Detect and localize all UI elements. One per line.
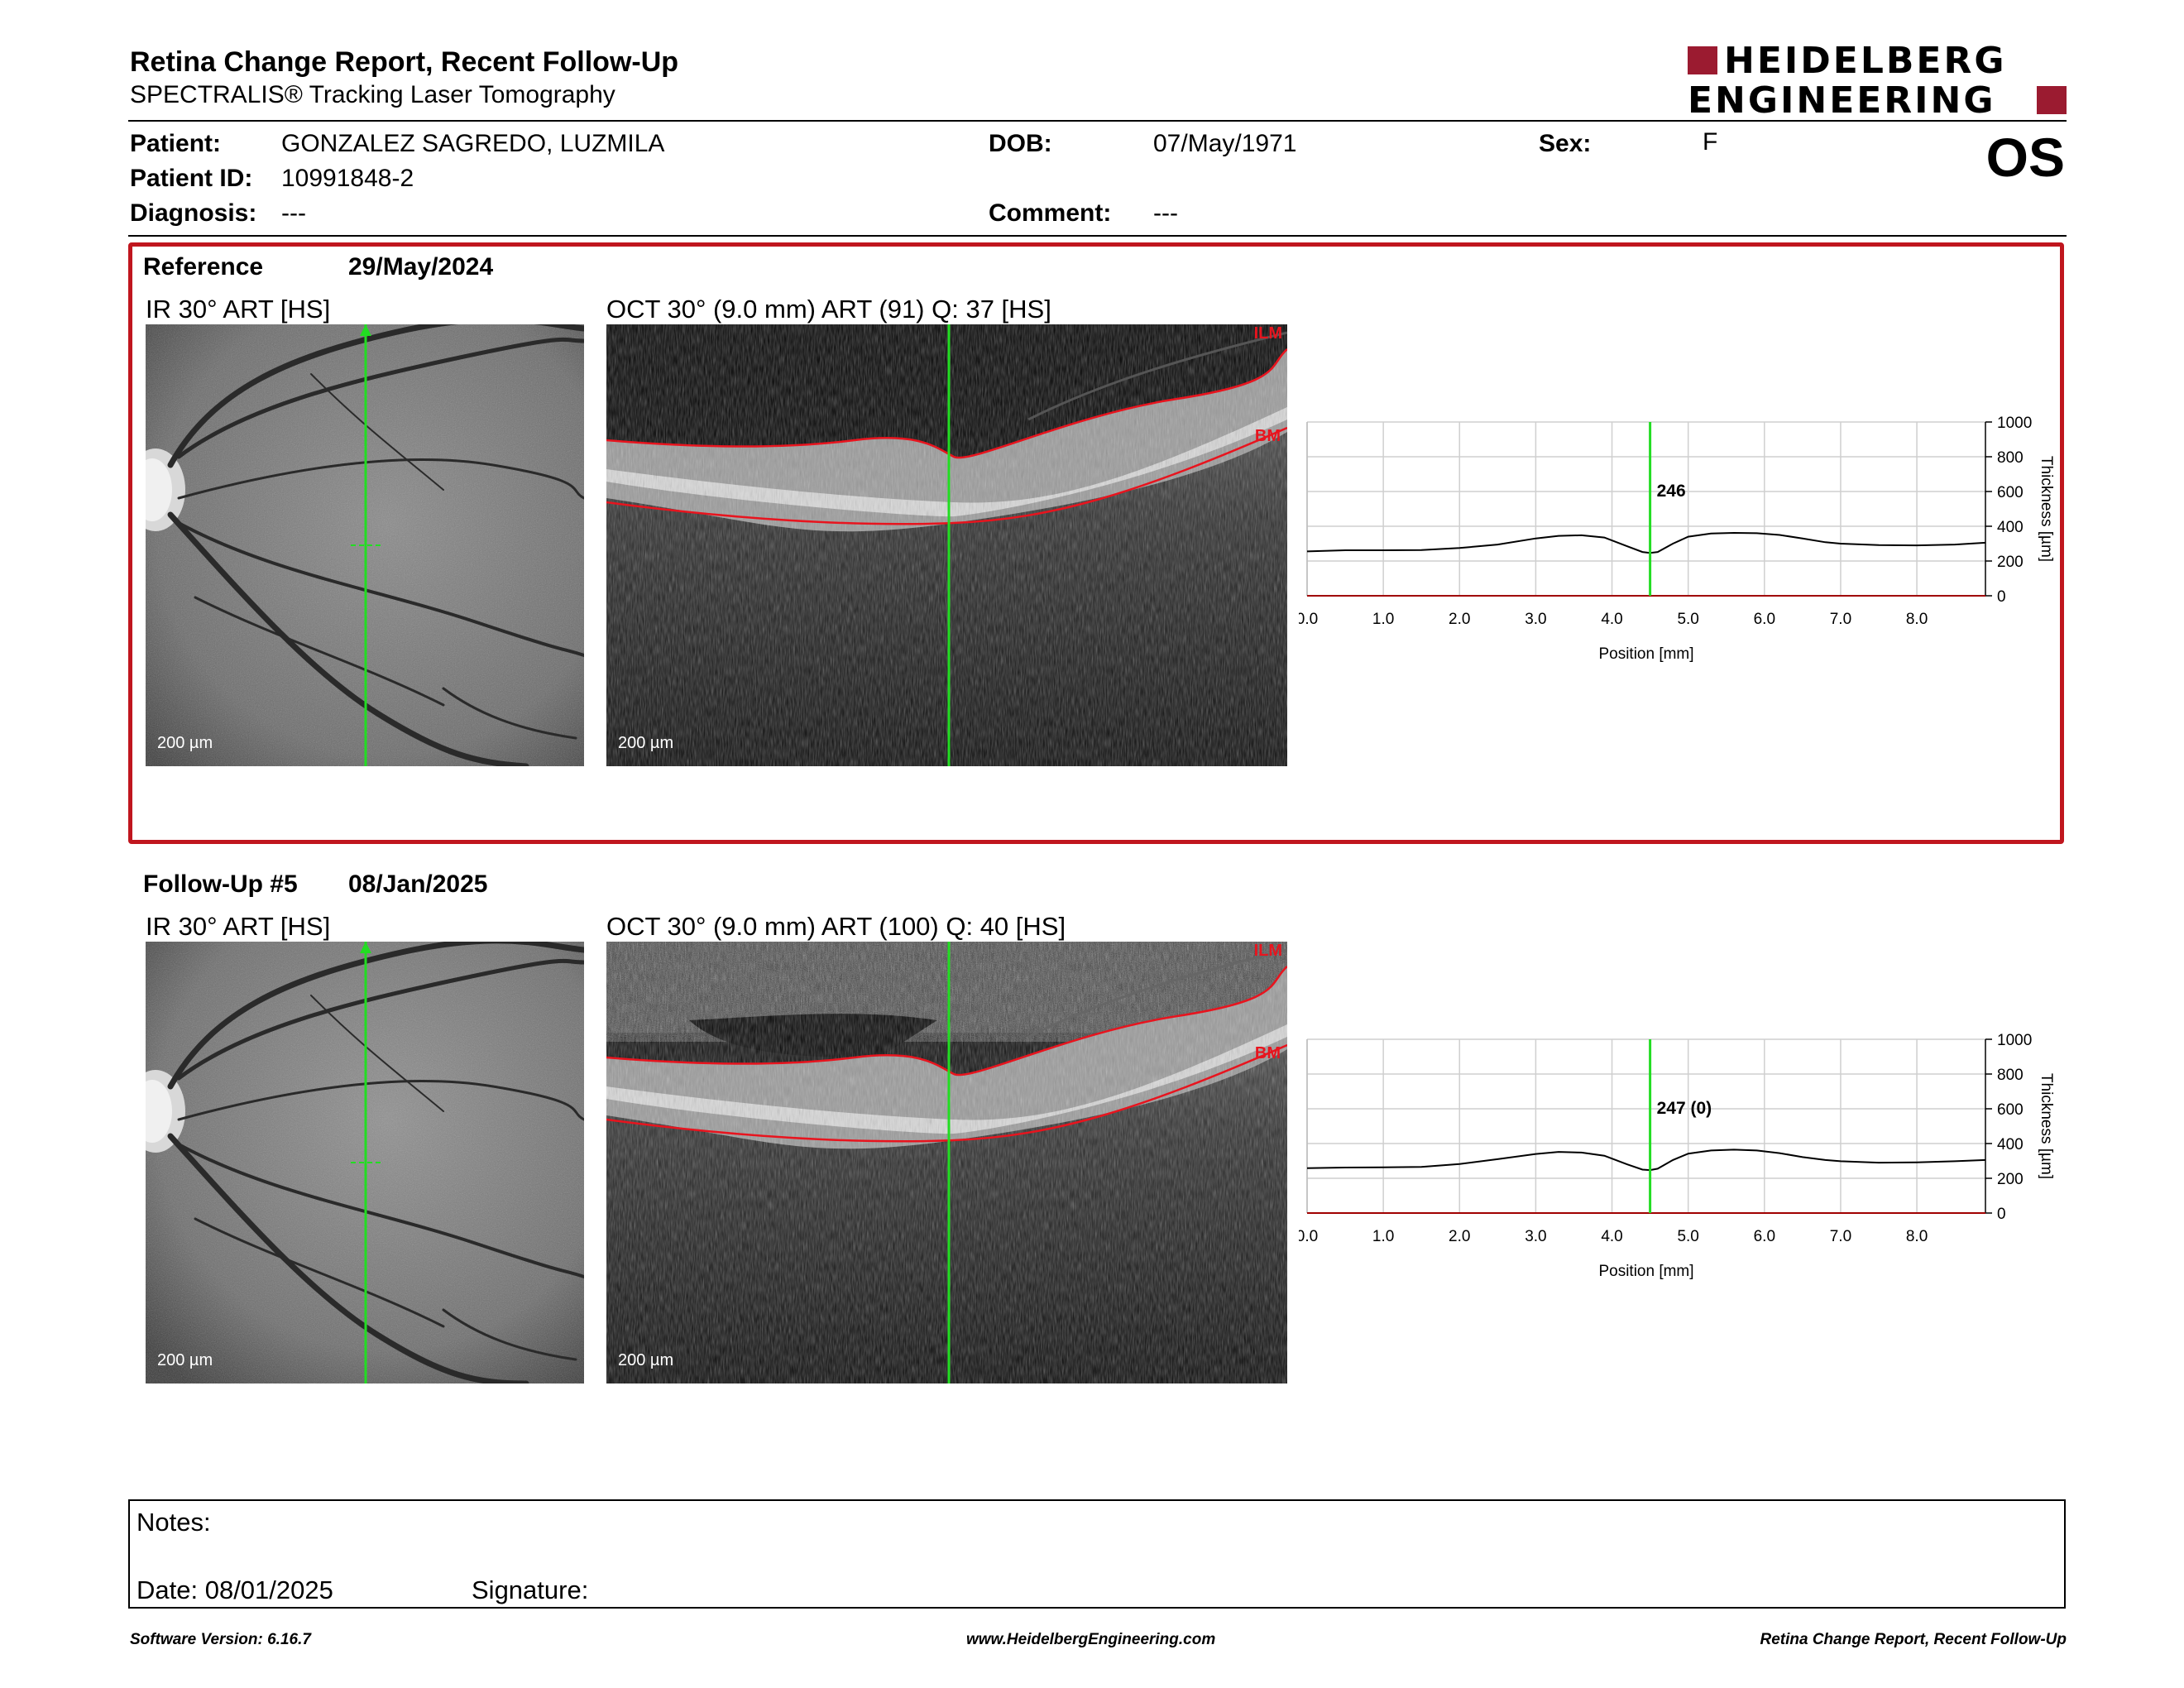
followup-ir-image: 200 µm [146, 942, 584, 1383]
followup-oct-scale: 200 µm [618, 1351, 674, 1369]
followup-oct-image: ILM BM 200 µm [606, 942, 1287, 1383]
reference-ir-scale: 200 µm [157, 734, 213, 752]
y-axis-label: Thickness [µm] [2038, 1073, 2055, 1179]
notes-label: Notes: [136, 1508, 211, 1537]
patient-name: GONZALEZ SAGREDO, LUZMILA [281, 130, 665, 157]
info-divider [128, 235, 2067, 237]
reference-thickness-chart: 0.0 1.0 2.0 3.0 4.0 5.0 6.0 7.0 8.0 0 200 400 600 800… [1299, 415, 2055, 663]
x-tick-label: 6.0 [1754, 611, 1775, 628]
x-tick-label: 7.0 [1830, 1228, 1851, 1245]
reference-date: 29/May/2024 [348, 253, 494, 281]
followup-ir-label: IR 30° ART [HS] [146, 912, 331, 941]
logo-square-right [2037, 86, 2067, 114]
followup-ir-scale: 200 µm [157, 1351, 213, 1369]
x-tick-label: 5.0 [1677, 1228, 1698, 1245]
x-tick-label: 8.0 [1906, 611, 1928, 628]
followup-ilm-label: ILM [1253, 942, 1282, 960]
footer-software-version: Software Version: 6.16.7 [130, 1631, 311, 1648]
notes-date: Date: 08/01/2025 [136, 1575, 333, 1604]
patient-id-value: 10991848-2 [281, 165, 414, 192]
followup-label: Follow-Up #5 [143, 870, 298, 898]
x-tick-label: 3.0 [1525, 611, 1546, 628]
sex-value: F [1703, 128, 1718, 156]
x-axis-label: Position [mm] [1598, 645, 1693, 663]
report-title: Retina Change Report, Recent Follow-Up [130, 46, 679, 78]
x-tick-label: 8.0 [1906, 1228, 1928, 1245]
eye-label: OS [1985, 127, 2065, 188]
report-subtitle: SPECTRALIS® Tracking Laser Tomography [130, 81, 615, 108]
x-tick-label: 0.0 [1299, 611, 1318, 628]
followup-thickness-chart: 0.0 1.0 2.0 3.0 4.0 5.0 6.0 7.0 8.0 0 200 400 600 800… [1299, 1032, 2055, 1280]
diagnosis-value: --- [281, 199, 306, 227]
followup-bm-label: BM [1254, 1044, 1281, 1062]
reference-ir-label: IR 30° ART [HS] [146, 295, 331, 324]
x-tick-label: 1.0 [1372, 611, 1394, 628]
reference-oct-label: OCT 30° (9.0 mm) ART (91) Q: 37 [HS] [606, 295, 1051, 324]
footer-website-link[interactable]: www.HeidelbergEngineering.com [966, 1631, 1216, 1648]
dob-value: 07/May/1971 [1153, 130, 1297, 157]
patient-label: Patient: [130, 130, 222, 157]
patient-id-label: Patient ID: [130, 165, 253, 192]
x-tick-label: 3.0 [1525, 1228, 1546, 1245]
footer-report-name: Retina Change Report, Recent Follow-Up [1760, 1631, 2067, 1648]
diagnosis-label: Diagnosis: [130, 199, 257, 227]
comment-label: Comment: [989, 199, 1112, 227]
y-tick-label: 600 [1997, 484, 2024, 501]
x-axis-label: Position [mm] [1598, 1263, 1693, 1280]
thickness-series-line [1306, 1149, 1986, 1172]
reference-ilm-label: ILM [1253, 324, 1282, 343]
y-tick-label: 0 [1997, 1206, 2006, 1223]
y-tick-label: 200 [1997, 1171, 2024, 1188]
reference-label: Reference [143, 253, 264, 281]
y-axis-label: Thickness [µm] [2038, 456, 2055, 562]
y-tick-label: 800 [1997, 1067, 2024, 1084]
y-tick-label: 1000 [1997, 1032, 2032, 1049]
followup-oct-label: OCT 30° (9.0 mm) ART (100) Q: 40 [HS] [606, 912, 1066, 941]
y-tick-label: 400 [1997, 1136, 2024, 1153]
heidelberg-logo: HEIDELBERG ENGINEERING [1688, 43, 2068, 119]
reference-oct-image: ILM BM 200 µm [606, 324, 1287, 766]
y-tick-label: 400 [1997, 519, 2024, 536]
reference-ir-image: 200 µm [146, 324, 584, 766]
marker-value-label: 246 [1657, 482, 1686, 501]
logo-square-left [1688, 46, 1717, 74]
logo-line-2: ENGINEERING [1688, 79, 1996, 122]
y-tick-label: 600 [1997, 1101, 2024, 1119]
x-tick-label: 4.0 [1601, 611, 1622, 628]
notes-box[interactable]: Notes: Date: 08/01/2025 Signature: [128, 1499, 2066, 1609]
reference-oct-scale: 200 µm [618, 734, 674, 752]
thickness-series-line [1306, 531, 1986, 554]
y-tick-label: 800 [1997, 449, 2024, 467]
x-tick-label: 2.0 [1449, 1228, 1470, 1245]
x-tick-label: 1.0 [1372, 1228, 1394, 1245]
reference-box [128, 242, 2064, 844]
x-tick-label: 7.0 [1830, 611, 1851, 628]
reference-bm-label: BM [1254, 427, 1281, 445]
x-tick-label: 6.0 [1754, 1228, 1775, 1245]
y-tick-label: 1000 [1997, 415, 2032, 432]
x-tick-label: 4.0 [1601, 1228, 1622, 1245]
sex-label: Sex: [1539, 130, 1592, 157]
x-tick-label: 2.0 [1449, 611, 1470, 628]
notes-signature-label: Signature: [472, 1575, 589, 1604]
x-tick-label: 0.0 [1299, 1228, 1318, 1245]
y-tick-label: 200 [1997, 554, 2024, 571]
followup-date: 08/Jan/2025 [348, 870, 488, 898]
x-tick-label: 5.0 [1677, 611, 1698, 628]
header-divider [128, 120, 2067, 122]
logo-line-1: HEIDELBERG [1724, 40, 2007, 82]
dob-label: DOB: [989, 130, 1052, 157]
comment-value: --- [1153, 199, 1178, 227]
y-tick-label: 0 [1997, 588, 2006, 606]
marker-value-label: 247 (0) [1657, 1099, 1712, 1118]
